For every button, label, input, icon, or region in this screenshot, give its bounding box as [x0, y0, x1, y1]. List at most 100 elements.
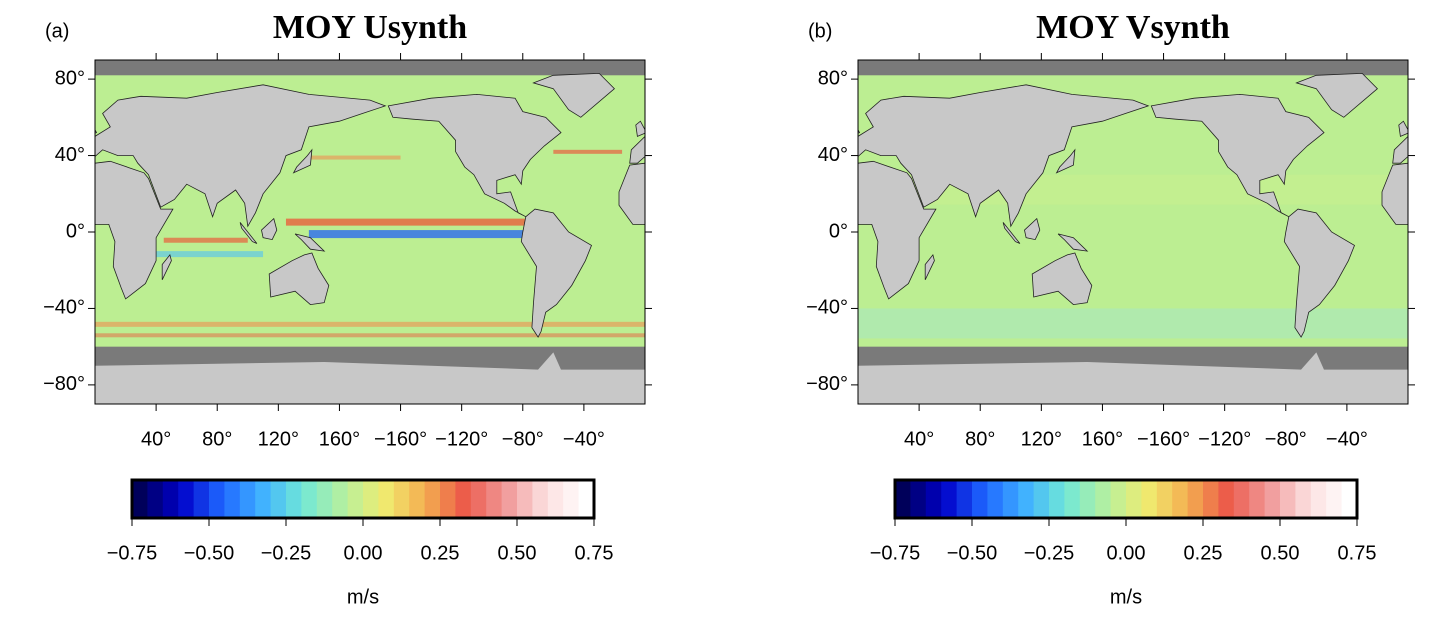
colorbar-cell	[1310, 480, 1327, 518]
current-band	[858, 308, 1408, 339]
land	[712, 255, 721, 280]
colorbar-cell	[486, 480, 503, 518]
colorbar-cell	[1280, 480, 1296, 518]
current-band	[163, 237, 248, 243]
colorbar-cell	[178, 480, 195, 518]
current-band	[553, 149, 623, 154]
colorbar-cell	[910, 480, 927, 518]
y-tick-label: −80°	[43, 373, 85, 395]
colorbar-tick-label: −0.75	[107, 542, 158, 564]
land	[520, 208, 592, 338]
map	[734, 60, 1408, 404]
x-tick-label: −40°	[563, 428, 605, 450]
colorbar-cell	[332, 480, 349, 518]
panel-title: MOY Usynth	[273, 9, 467, 46]
colorbar-cell	[255, 480, 272, 518]
colorbar-cell	[1341, 480, 1358, 518]
colorbar-cell	[132, 480, 148, 518]
colorbar-cell	[1295, 480, 1312, 518]
antarctica	[858, 352, 1408, 404]
colorbar-cell	[1141, 480, 1158, 518]
colorbar-cell	[1218, 480, 1235, 518]
colorbar-cell	[1095, 480, 1112, 518]
land	[95, 84, 387, 228]
y-tick-label: 0°	[66, 220, 85, 242]
colorbar-cell	[1249, 480, 1266, 518]
current-band	[156, 251, 264, 258]
x-tick-label: 40°	[904, 428, 934, 450]
x-tick-label: 40°	[141, 428, 171, 450]
land	[790, 222, 807, 243]
land	[747, 73, 828, 117]
land	[812, 219, 827, 240]
land	[161, 254, 172, 280]
land	[1381, 162, 1408, 225]
land	[618, 162, 645, 225]
land	[1392, 135, 1408, 164]
colorbar-tick-label: 0.50	[498, 542, 537, 564]
colorbar-cell	[347, 480, 364, 518]
land	[268, 252, 330, 306]
y-tick-label: 0°	[829, 220, 848, 242]
colorbar-cell	[1064, 480, 1081, 518]
colorbar-cell	[316, 480, 333, 518]
colorbar-cell	[301, 480, 318, 518]
colorbar-cell	[532, 480, 549, 518]
colorbar-cell	[147, 480, 164, 518]
colorbar-cell	[517, 480, 533, 518]
land	[1398, 120, 1408, 137]
land	[734, 209, 804, 337]
land	[261, 217, 278, 241]
colorbar-cell	[209, 480, 225, 518]
colorbar-cell	[895, 480, 911, 518]
sea-ice	[95, 60, 645, 76]
colorbar-tick-label: 0.00	[1107, 542, 1146, 564]
land	[1283, 208, 1355, 338]
colorbar-tick-label: 0.50	[1261, 542, 1300, 564]
colorbar-tick-label: −0.50	[184, 542, 235, 564]
x-tick-label: 120°	[258, 428, 299, 450]
land	[0, 94, 11, 216]
colorbar-unit: m/s	[347, 586, 379, 608]
colorbar-cell	[424, 480, 441, 518]
colorbar-cell	[270, 480, 287, 518]
colorbar-cell	[1110, 480, 1127, 518]
colorbar-cell	[1326, 480, 1343, 518]
colorbar-tick-label: 0.75	[1338, 542, 1377, 564]
colorbar-cell	[1156, 480, 1173, 518]
colorbar-cell	[563, 480, 580, 518]
land	[1031, 252, 1093, 306]
land	[95, 160, 174, 300]
y-tick-label: 40°	[55, 144, 85, 166]
colorbar-cell	[409, 480, 426, 518]
colorbar-cell	[239, 480, 256, 518]
colorbar-cell	[1018, 480, 1035, 518]
land	[1295, 72, 1378, 118]
colorbar-cell	[1172, 480, 1189, 518]
colorbar-cell	[956, 480, 973, 518]
colorbar-cell	[987, 480, 1004, 518]
land	[387, 93, 562, 218]
colorbar-cell	[1033, 480, 1050, 518]
colorbar-cell	[1203, 480, 1219, 518]
sea-ice	[858, 60, 1408, 76]
colorbar-cell	[925, 480, 942, 518]
land	[924, 254, 935, 280]
colorbar-cell	[1187, 480, 1204, 518]
x-tick-label: −120°	[435, 428, 488, 450]
colorbar-cell	[378, 480, 395, 518]
colorbar-cell	[1126, 480, 1142, 518]
colorbar-cell	[162, 480, 179, 518]
land	[294, 233, 326, 252]
colorbar-cell	[455, 480, 472, 518]
land	[858, 160, 937, 300]
x-tick-label: 80°	[965, 428, 995, 450]
current-band	[95, 321, 645, 327]
y-tick-label: 80°	[55, 67, 85, 89]
x-tick-label: −40°	[1326, 428, 1368, 450]
y-tick-label: −40°	[806, 297, 848, 319]
y-tick-label: 80°	[818, 67, 848, 89]
land	[1002, 222, 1021, 244]
colorbar-cell	[1002, 480, 1019, 518]
